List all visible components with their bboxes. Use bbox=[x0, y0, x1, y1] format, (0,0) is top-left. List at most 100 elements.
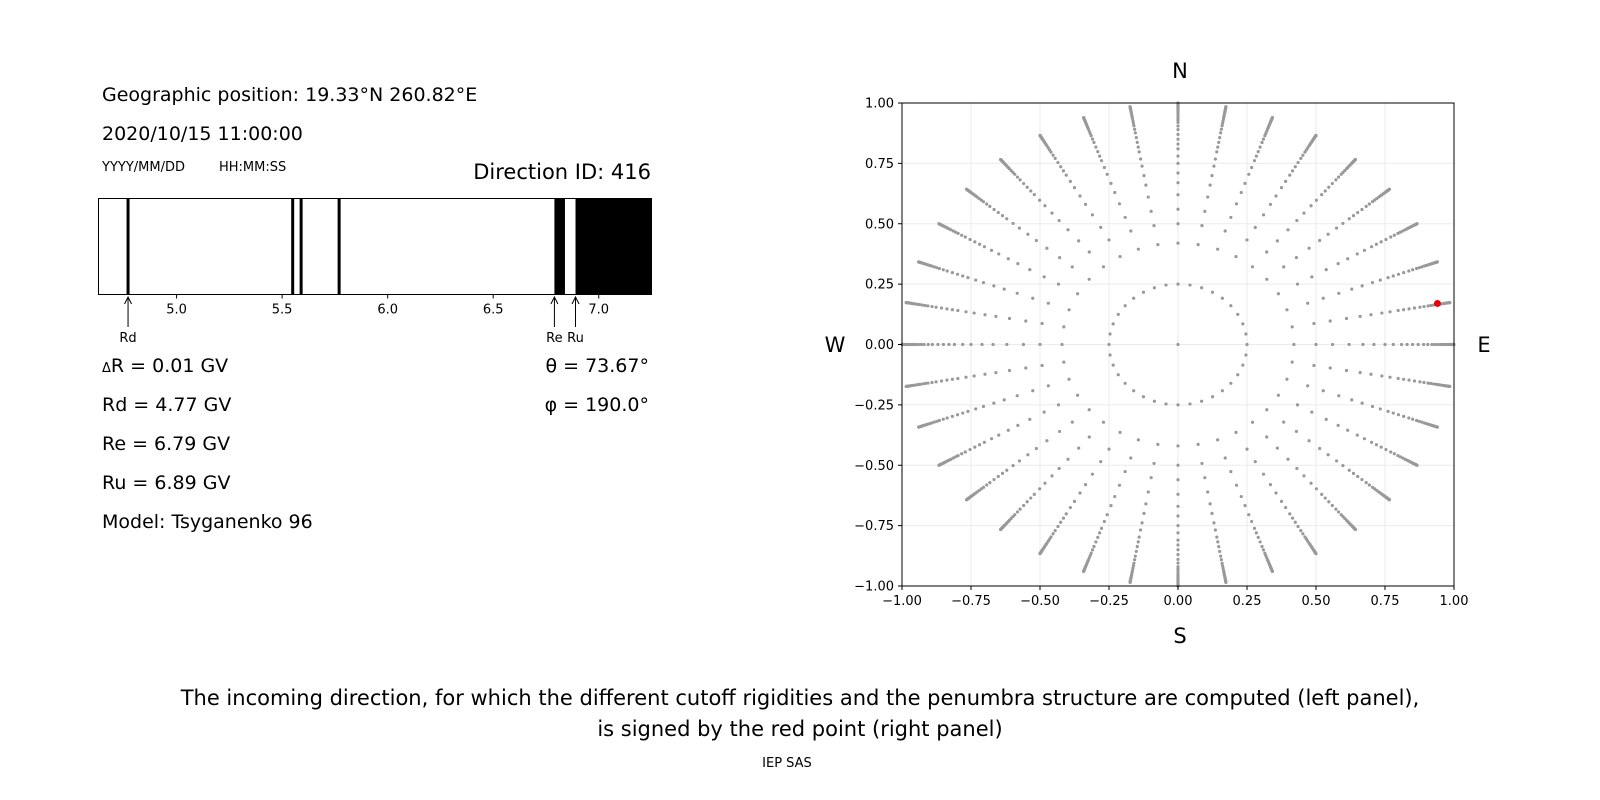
direction-grid-point bbox=[1330, 342, 1335, 347]
direction-grid-point bbox=[1418, 380, 1422, 384]
direction-grid-point bbox=[1374, 242, 1378, 246]
x-tick-label: −1.00 bbox=[882, 594, 922, 609]
direction-grid-point bbox=[1426, 342, 1430, 347]
direction-grid-point bbox=[1176, 181, 1180, 185]
direction-grid-point bbox=[1076, 292, 1080, 296]
direction-grid-point bbox=[1176, 127, 1180, 132]
direction-grid-point bbox=[1082, 115, 1086, 120]
direction-grid-point bbox=[1131, 564, 1136, 568]
direction-grid-point bbox=[951, 229, 955, 233]
direction-grid-point bbox=[1146, 195, 1150, 199]
marker-label-ru: Ru bbox=[567, 331, 584, 346]
direction-grid-point bbox=[1302, 211, 1306, 215]
direction-grid-point bbox=[1422, 304, 1426, 309]
direction-grid-point bbox=[1176, 492, 1180, 496]
direction-grid-point bbox=[1258, 540, 1262, 544]
direction-grid-point bbox=[996, 474, 1000, 479]
direction-grid-point bbox=[998, 527, 1003, 532]
direction-grid-point bbox=[992, 207, 996, 212]
direction-grid-point bbox=[1358, 314, 1362, 319]
direction-grid-point bbox=[1229, 215, 1233, 220]
direction-grid-point bbox=[1435, 425, 1439, 429]
direction-grid-point bbox=[985, 202, 989, 206]
direction-grid-point bbox=[1105, 172, 1109, 176]
direction-grid-point bbox=[1407, 378, 1411, 382]
direction-grid-point bbox=[1270, 569, 1274, 574]
direction-grid-point bbox=[983, 372, 987, 376]
direction-grid-point bbox=[1254, 154, 1258, 158]
direction-grid-point bbox=[1250, 165, 1254, 170]
marker-label-rd: Rd bbox=[119, 331, 136, 346]
direction-grid-point bbox=[937, 222, 941, 226]
direction-grid-point bbox=[932, 265, 936, 269]
direction-grid-point bbox=[937, 266, 941, 271]
direction-grid-point bbox=[1176, 118, 1180, 122]
direction-grid-point bbox=[1286, 457, 1290, 461]
direction-grid-point bbox=[1046, 301, 1050, 305]
direction-grid-point bbox=[1344, 316, 1349, 321]
direction-grid-point bbox=[1050, 211, 1054, 215]
direction-grid-point bbox=[1176, 478, 1180, 482]
direction-grid-point bbox=[1314, 487, 1318, 491]
direction-grid-point bbox=[1268, 483, 1273, 487]
direction-scatter-chart: −1.00−1.00 −0.75 −0.75 −0.50 −0.50 −0.25 −0.25… bbox=[825, 59, 1491, 648]
rd-value: Rd = 4.77 GV bbox=[102, 394, 232, 416]
x-tick-label: −0.75 bbox=[951, 594, 991, 609]
direction-grid-point bbox=[1239, 190, 1243, 195]
direction-grid-point bbox=[1250, 420, 1255, 424]
direction-grid-point bbox=[1094, 540, 1098, 544]
direction-grid-point bbox=[945, 269, 949, 273]
direction-grid-point bbox=[1028, 268, 1032, 272]
direction-grid-point bbox=[968, 237, 972, 242]
direction-grid-point bbox=[1420, 265, 1424, 269]
direction-grid-point bbox=[966, 275, 970, 280]
direction-grid-point bbox=[1299, 529, 1303, 533]
direction-grid-point bbox=[1176, 132, 1180, 136]
direction-grid-point bbox=[1401, 377, 1406, 381]
direction-grid-point bbox=[1210, 174, 1214, 178]
direction-grid-point bbox=[1176, 567, 1180, 571]
y-tick-label: 0.50 bbox=[865, 217, 894, 232]
marker-arrowhead bbox=[550, 295, 559, 305]
direction-grid-point bbox=[1388, 375, 1392, 379]
direction-grid-point bbox=[1015, 291, 1019, 295]
direction-grid-point bbox=[1275, 446, 1279, 450]
direction-grid-point bbox=[1111, 363, 1115, 367]
direction-grid-point bbox=[1387, 498, 1392, 502]
direction-grid-point bbox=[1176, 222, 1180, 226]
direction-grid-point bbox=[998, 157, 1003, 162]
direction-grid-point bbox=[1279, 499, 1284, 503]
direction-grid-point bbox=[1392, 452, 1396, 456]
direction-grid-point bbox=[1426, 304, 1430, 308]
direction-grid-point bbox=[1199, 286, 1204, 290]
direction-grid-point bbox=[1328, 366, 1332, 370]
x-tick-label: 6.5 bbox=[483, 303, 504, 318]
direction-grid-point bbox=[1220, 561, 1224, 565]
direction-grid-point bbox=[1015, 510, 1020, 514]
direction-grid-point bbox=[964, 187, 969, 191]
direction-grid-point bbox=[1401, 229, 1405, 233]
direction-grid-point bbox=[1356, 210, 1360, 215]
y-tick-label: 1.00 bbox=[865, 97, 894, 112]
direction-grid-point bbox=[1142, 511, 1146, 515]
direction-grid-point bbox=[1384, 237, 1388, 242]
direction-grid-point bbox=[1396, 453, 1400, 458]
direction-grid-point bbox=[1318, 238, 1322, 243]
direction-grid-point bbox=[1072, 186, 1077, 190]
direction-grid-point bbox=[1420, 420, 1424, 424]
direction-grid-point bbox=[1050, 474, 1054, 478]
direction-grid-point bbox=[1188, 402, 1192, 406]
direction-grid-point bbox=[954, 230, 958, 234]
direction-grid-point bbox=[1334, 226, 1339, 230]
direction-grid-point bbox=[1216, 247, 1220, 251]
y-tick-label: −1.00 bbox=[854, 580, 894, 595]
direction-grid-point bbox=[968, 447, 972, 452]
direction-grid-point bbox=[1149, 209, 1153, 213]
direction-grid-point bbox=[917, 425, 921, 429]
direction-grid-point bbox=[1236, 312, 1240, 316]
direction-grid-point bbox=[1330, 503, 1334, 508]
direction-grid-point bbox=[1038, 133, 1042, 137]
direction-grid-point bbox=[1448, 384, 1452, 389]
direction-grid-point bbox=[1164, 283, 1168, 287]
direction-grid-point bbox=[1136, 247, 1140, 251]
